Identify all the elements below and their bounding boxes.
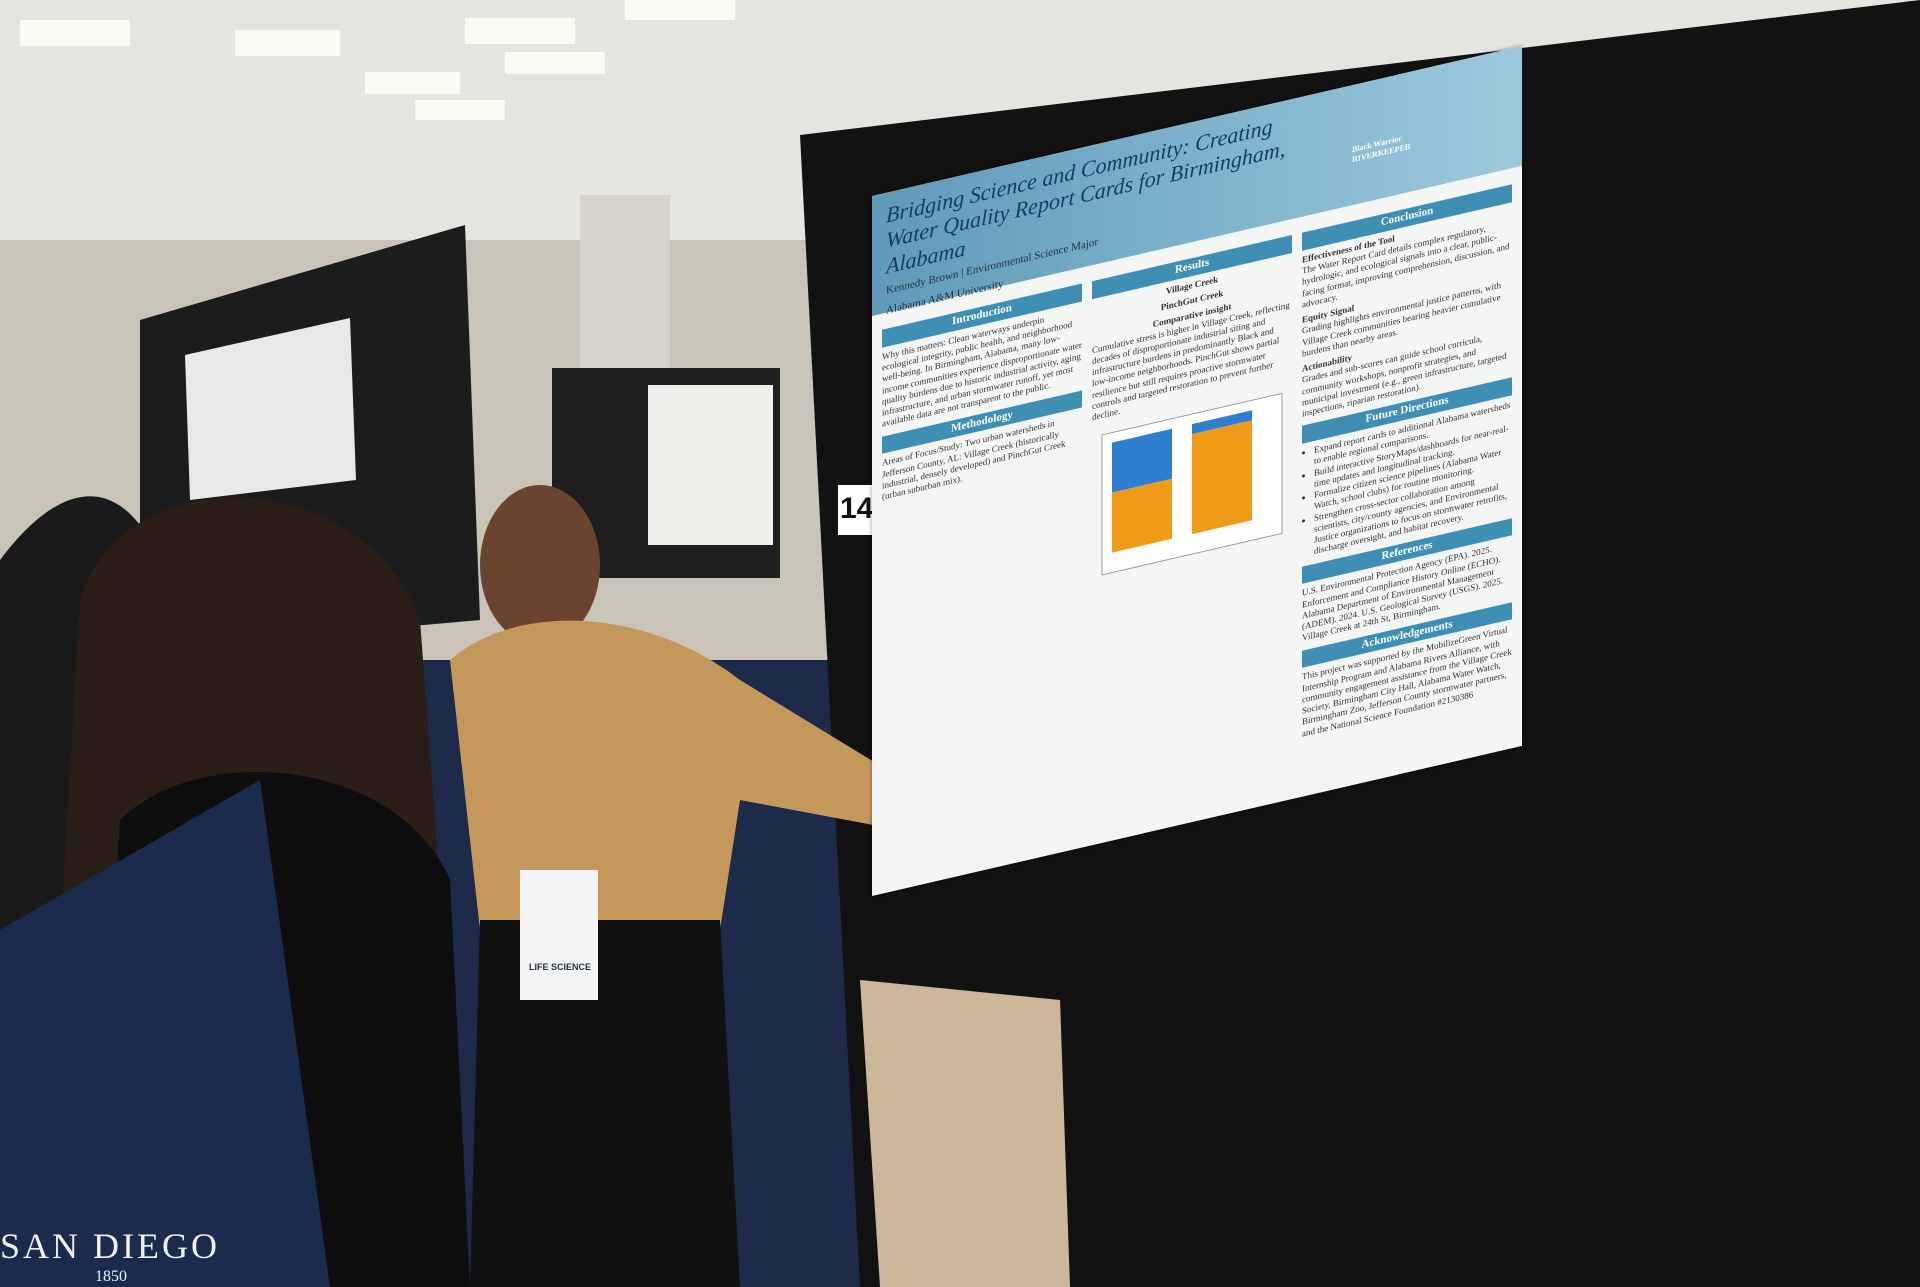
person-behind-board <box>860 980 1070 1287</box>
presenter-face <box>480 485 600 645</box>
poster-chart <box>1101 392 1283 576</box>
presenter-blouse <box>450 620 920 930</box>
side-poster <box>185 318 356 500</box>
bag-text: SAN DIEGO <box>0 1226 220 1266</box>
presenter-skirt <box>470 920 740 1287</box>
bag-year: 1850 <box>95 1268 127 1285</box>
pillar <box>580 195 670 395</box>
column-3: Conclusion Effectiveness of the Tool The … <box>1302 178 1512 743</box>
logo-text: Black Warrior RIVERKEEPER <box>1352 133 1411 165</box>
badge-label: LIFE SCIENCE <box>528 962 591 972</box>
name-badge <box>520 870 598 1000</box>
far-poster <box>648 385 773 545</box>
ceiling-lights <box>20 0 735 120</box>
column-2: Results Village Creek PinchGut Creek Com… <box>1092 229 1292 591</box>
poster: Bridging Science and Community: Creating… <box>872 45 1522 897</box>
tote-bag <box>0 780 330 1287</box>
